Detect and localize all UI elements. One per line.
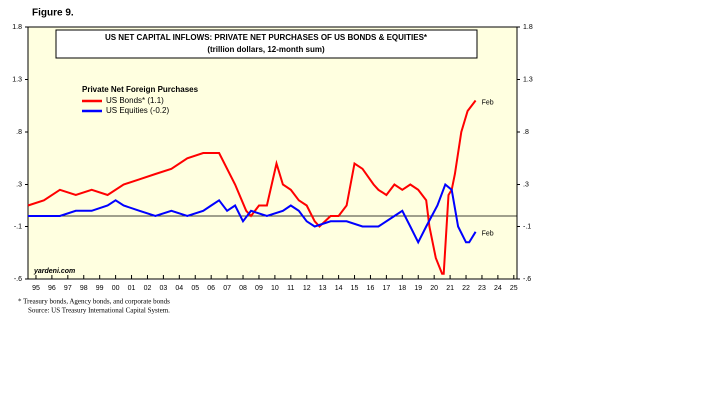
x-tick-label: 12	[303, 285, 311, 292]
x-tick-label: 22	[462, 285, 470, 292]
chart-title: US NET CAPITAL INFLOWS: PRIVATE NET PURC…	[105, 33, 428, 42]
y-tick-label: 1.3	[523, 76, 533, 83]
x-tick-label: 08	[239, 285, 247, 292]
footnote: * Treasury bonds, Agency bonds, and corp…	[18, 298, 170, 306]
end-label: Feb	[482, 99, 494, 106]
y-tick-label: -.6	[14, 276, 22, 283]
x-tick-label: 95	[32, 285, 40, 292]
x-tick-label: 18	[398, 285, 406, 292]
x-tick-label: 05	[191, 285, 199, 292]
source-mark: yardeni.com	[33, 268, 75, 275]
x-tick-label: 01	[128, 285, 136, 292]
y-tick-label: .3	[523, 181, 529, 188]
y-tick-label: -.6	[523, 276, 531, 283]
x-tick-label: 14	[335, 285, 343, 292]
x-tick-label: 17	[382, 285, 390, 292]
x-tick-label: 96	[48, 285, 56, 292]
legend-label: US Bonds* (1.1)	[106, 96, 164, 105]
plot-area	[27, 26, 518, 280]
y-tick-label: .8	[16, 129, 22, 136]
series-line	[27, 99, 477, 275]
x-tick-label: 23	[478, 285, 486, 292]
x-tick-label: 99	[96, 285, 104, 292]
x-tick-label: 97	[64, 285, 72, 292]
x-tick-label: 02	[144, 285, 152, 292]
y-tick-label: -.1	[14, 223, 22, 230]
y-tick-label: 1.8	[523, 24, 533, 31]
x-tick-label: 19	[414, 285, 422, 292]
y-tick-label: .8	[523, 129, 529, 136]
x-tick-label: 24	[494, 285, 502, 292]
legend-title: Private Net Foreign Purchases	[82, 85, 199, 94]
x-tick-label: 13	[319, 285, 327, 292]
figure-label: Figure 9.	[32, 8, 74, 19]
x-tick-label: 03	[159, 285, 167, 292]
x-tick-label: 98	[80, 285, 88, 292]
chart-subtitle: (trillion dollars, 12-month sum)	[207, 45, 325, 54]
end-label: Feb	[482, 231, 494, 238]
title-box	[55, 29, 478, 59]
x-tick-label: 10	[271, 285, 279, 292]
footnote: Source: US Treasury International Capita…	[28, 307, 170, 315]
x-tick-label: 20	[430, 285, 438, 292]
x-tick-label: 09	[255, 285, 263, 292]
x-tick-label: 07	[223, 285, 231, 292]
x-tick-label: 25	[510, 285, 518, 292]
x-tick-label: 16	[367, 285, 375, 292]
x-tick-label: 06	[207, 285, 215, 292]
x-tick-label: 21	[446, 285, 454, 292]
x-tick-label: 11	[287, 285, 294, 292]
series-line	[28, 182, 477, 245]
x-tick-label: 15	[351, 285, 359, 292]
y-tick-label: -.1	[523, 223, 531, 230]
legend-label: US Equities (-0.2)	[106, 106, 169, 115]
y-tick-label: 1.3	[12, 76, 22, 83]
x-tick-label: 00	[112, 285, 120, 292]
x-tick-label: 04	[175, 285, 183, 292]
y-tick-label: .3	[16, 181, 22, 188]
y-tick-label: 1.8	[12, 24, 22, 31]
